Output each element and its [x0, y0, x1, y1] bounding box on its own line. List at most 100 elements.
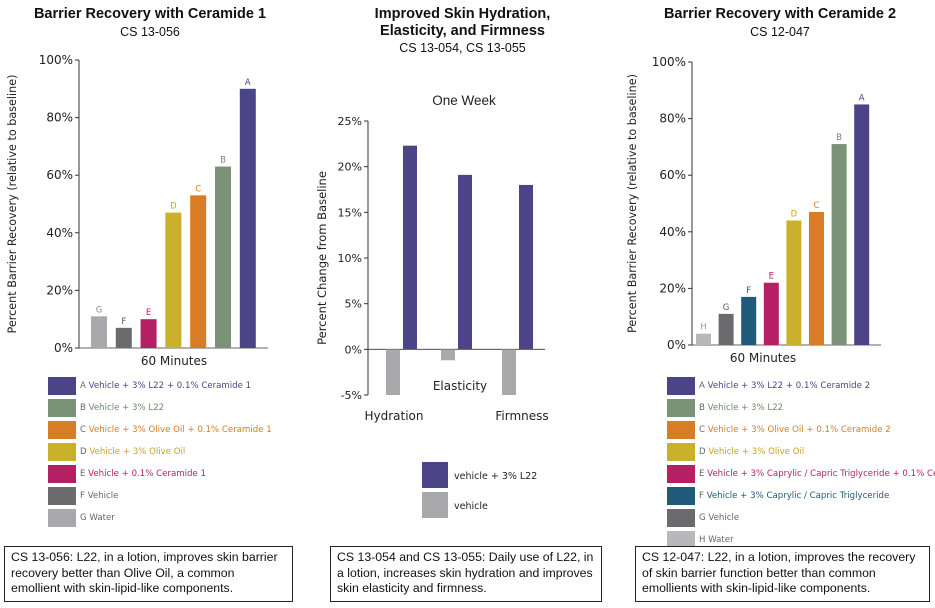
legend-swatch — [667, 487, 695, 505]
bar-label: C — [195, 184, 201, 194]
chart-panel-ceramide-1: Barrier Recovery with Ceramide 1 CS 13-0… — [0, 0, 300, 608]
category-label: Hydration — [364, 409, 423, 423]
legend-label: D Vehicle + 3% Olive Oil — [80, 447, 185, 457]
chart-title-line-1: Improved Skin Hydration, — [374, 6, 551, 22]
legend-label: A Vehicle + 3% L22 + 0.1% Ceramide 1 — [80, 381, 251, 391]
caption-cs-13-056: CS 13-056: L22, in a lotion, improves sk… — [4, 546, 293, 602]
bar-chart-hydration: One Week -5% 0% 5% 10% 15% 20% 25% Percent Chang… — [315, 93, 549, 518]
bar — [386, 349, 400, 395]
bar-chart-ceramide-1: 0% 20% 40% 60% 80% 100% Percent Barrier Recove… — [6, 53, 268, 368]
legend-label: F Vehicle + 3% Caprylic / Capric Triglyc… — [699, 491, 889, 501]
bar — [831, 144, 847, 345]
legend-text: Water — [89, 513, 115, 523]
legend-swatch — [48, 509, 76, 527]
y-tick-label: 0% — [54, 341, 73, 355]
y-tick-label: 20% — [46, 283, 73, 297]
bar — [718, 313, 734, 345]
bar-label: H — [700, 323, 706, 333]
legend-key: B — [699, 403, 708, 413]
legend-key: G — [80, 513, 90, 523]
bar — [786, 220, 802, 345]
y-tick-label: 60% — [659, 168, 686, 182]
legend-text: Vehicle + 3% Olive Oil + 0.1% Ceramide 2 — [707, 425, 891, 435]
legend-text: Vehicle — [708, 513, 740, 523]
category-label: Firmness — [495, 409, 548, 423]
bar — [441, 349, 455, 361]
bar-label: A — [245, 78, 251, 88]
bar-label: E — [146, 308, 151, 318]
legend-swatch — [667, 531, 695, 549]
y-tick-label: 25% — [338, 115, 362, 128]
chart-title: Barrier Recovery with Ceramide 1 — [33, 6, 267, 22]
legend-key: C — [80, 425, 89, 435]
legend-label: A Vehicle + 3% L22 + 0.1% Ceramide 2 — [699, 381, 870, 391]
y-tick-label: 100% — [652, 55, 686, 69]
legend-key: F — [80, 491, 88, 501]
legend-text: Vehicle + 3% L22 + 0.1% Ceramide 1 — [88, 381, 252, 391]
caption-cs-13-054: CS 13-054 and CS 13-055: Daily use of L2… — [330, 546, 602, 602]
legend-label: vehicle — [454, 501, 488, 512]
bar — [809, 211, 824, 345]
legend-key: H — [699, 535, 709, 545]
bar-chart-ceramide-2: 0% 20% 40% 60% 80% 100% Percent Barrier Recove… — [626, 55, 881, 365]
y-tick-label: 60% — [46, 168, 73, 182]
bar-label: G — [96, 305, 103, 315]
bar-label: F — [746, 286, 751, 296]
chart-panel-hydration: Improved Skin Hydration, Elasticity, and… — [300, 0, 625, 608]
bar — [696, 333, 711, 345]
x-axis-label: 60 Minutes — [141, 354, 207, 368]
y-tick-label: 40% — [659, 225, 686, 239]
legend-swatch — [48, 465, 76, 483]
y-tick-label: 10% — [338, 252, 362, 265]
y-axis-label: Percent Barrier Recovery (relative to ba… — [626, 74, 639, 333]
legend-text: Water — [708, 535, 734, 545]
bar — [165, 212, 182, 348]
legend-label: G Water — [80, 513, 115, 523]
legend-swatch — [422, 462, 448, 488]
legend-text: Vehicle — [87, 491, 119, 501]
legend-key: E — [699, 469, 708, 479]
legend-key: D — [80, 447, 90, 457]
y-tick-label: 0% — [345, 343, 362, 356]
bar — [115, 327, 132, 348]
bar-label: E — [769, 272, 774, 282]
caption-cs-12-047: CS 12-047: L22, in a lotion, improves th… — [635, 546, 930, 602]
legend-label: G Vehicle — [699, 513, 739, 523]
x-axis-label: 60 Minutes — [730, 351, 796, 365]
bar-label: F — [121, 317, 126, 327]
legend-key: B — [80, 403, 89, 413]
bar — [403, 145, 417, 350]
legend-swatch — [48, 421, 76, 439]
y-tick-label: 20% — [338, 161, 362, 174]
bar-label: D — [170, 202, 177, 212]
chart-panel-ceramide-2: Barrier Recovery with Ceramide 2 CS 12-0… — [625, 0, 935, 608]
y-tick-label: 0% — [667, 338, 686, 352]
legend-label: E Vehicle + 0.1% Ceramide 1 — [80, 469, 206, 479]
bar — [854, 104, 870, 345]
legend-swatch — [422, 492, 448, 518]
legend-key: A — [80, 381, 89, 391]
bar — [741, 296, 757, 345]
y-tick-label: -5% — [341, 389, 362, 402]
legend-text: Vehicle + 0.1% Ceramide 1 — [88, 469, 206, 479]
y-tick-label: 20% — [659, 281, 686, 295]
y-tick-label: 100% — [39, 53, 73, 67]
legend-text: Vehicle + 3% Caprylic / Capric Triglycer… — [706, 491, 890, 501]
bar — [91, 316, 107, 348]
bar-label: B — [220, 156, 226, 166]
legend-swatch — [667, 377, 695, 395]
bar — [215, 166, 231, 348]
bar — [502, 349, 516, 395]
legend-label: B Vehicle + 3% L22 — [80, 403, 164, 413]
bar — [190, 195, 207, 348]
legend-label: C Vehicle + 3% Olive Oil + 0.1% Ceramide… — [699, 425, 891, 435]
bar — [519, 184, 533, 350]
legend-text: Vehicle + 3% Caprylic / Capric Triglycer… — [707, 469, 935, 479]
legend-label: E Vehicle + 3% Caprylic / Capric Triglyc… — [699, 469, 935, 479]
legend-swatch — [667, 509, 695, 527]
legend-key: C — [699, 425, 708, 435]
legend-swatch — [48, 399, 76, 417]
chart-title-line-2: Elasticity, and Firmness — [380, 23, 545, 39]
legend-text: Vehicle + 3% L22 — [707, 403, 784, 413]
legend-key: F — [699, 491, 707, 501]
